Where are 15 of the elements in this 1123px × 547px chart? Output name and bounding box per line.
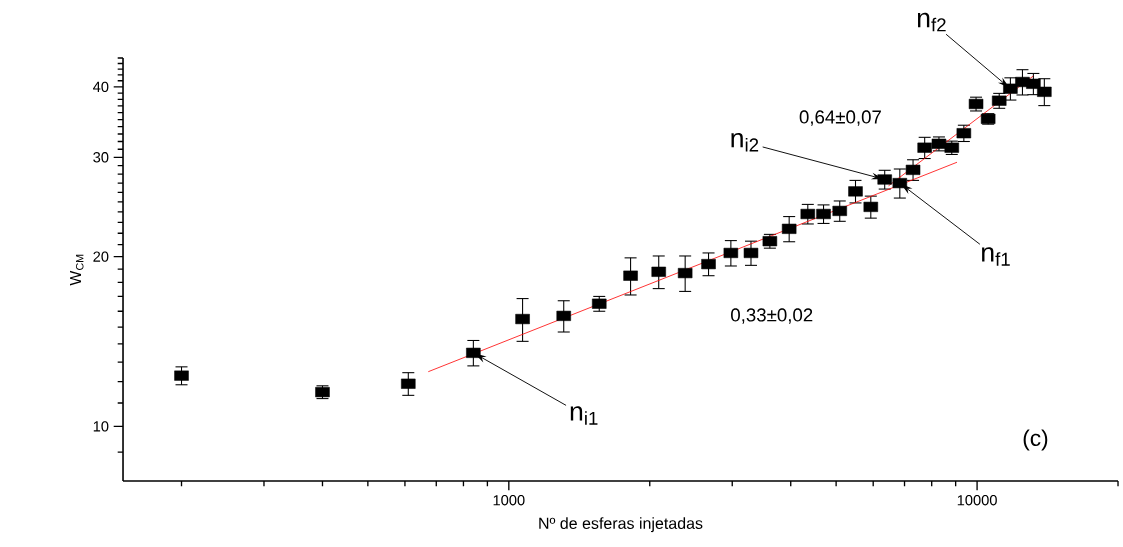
annotation: n$_{i1}$ [570, 406, 598, 425]
y-tick-label: 20 [93, 251, 109, 262]
annotation: n$_{f2}$ [917, 12, 946, 32]
x-tick-label: 1000 [493, 495, 525, 506]
y-tick-label: 30 [93, 152, 109, 163]
y-tick-label: 40 [93, 81, 109, 93]
x-tick-label: 10000 [957, 495, 997, 506]
y-axis-title: W$_{CM}$ [70, 254, 84, 286]
annotation: n$_{i2}$ [731, 132, 759, 152]
annotation: 0,64±0,07 [799, 110, 881, 126]
y-tick-label: 10 [93, 421, 109, 432]
annotation: (c) [1023, 429, 1048, 451]
annotation: n$_{f1}$ [982, 247, 1010, 266]
x-axis-title: Nº de esferas injetadas [539, 517, 703, 533]
annotation: 0,33±0,02 [731, 308, 813, 324]
